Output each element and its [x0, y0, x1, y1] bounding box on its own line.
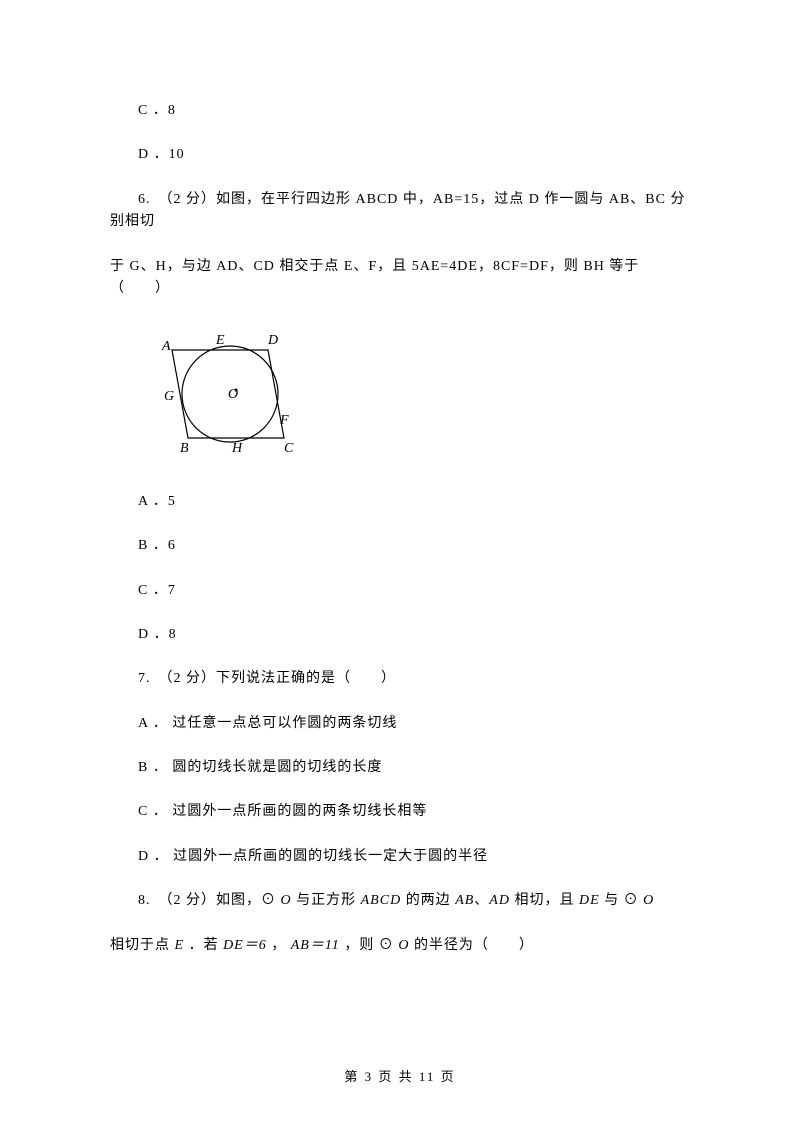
q8-stem-line2: 相切于点 E ．若 DE＝6 ， AB＝11 ，则 ⊙ O 的半径为（ ）	[110, 935, 690, 957]
q8-t10: 的半径为（ ）	[409, 938, 534, 953]
q8-O1: O	[281, 893, 292, 908]
option-d-prev: D ．10	[110, 144, 690, 166]
q7-option-b: B ． 圆的切线长就是圆的切线的长度	[110, 757, 690, 779]
label-E: E	[215, 333, 225, 348]
label-C: C	[284, 441, 294, 456]
q8-t6: 相切于点	[110, 938, 175, 953]
q8-t1: 8. （2 分）如图，⊙	[138, 893, 281, 908]
q8-AB: AB	[455, 893, 474, 908]
q6-stem-line1: 6. （2 分）如图，在平行四边形 ABCD 中，AB=15，过点 D 作一圆与…	[110, 189, 690, 234]
option-c-prev: C ．8	[110, 100, 690, 122]
q8-t9: ，则 ⊙	[340, 938, 399, 953]
label-O: O	[228, 387, 238, 402]
q7-option-c: C ． 过圆外一点所画的圆的两条切线长相等	[110, 801, 690, 823]
q7-stem: 7. （2 分）下列说法正确的是（ ）	[110, 668, 690, 690]
q8-t3: 的两边	[401, 893, 455, 908]
q8-DEeq: DE＝6	[223, 938, 267, 953]
q8-ABeq: AB＝11	[291, 938, 340, 953]
label-A: A	[161, 339, 171, 354]
q8-t4: 相切，且	[510, 893, 579, 908]
label-G: G	[164, 389, 174, 404]
q6-stem-line2: 于 G、H，与边 AD、CD 相交于点 E、F，且 5AE=4DE，8CF=DF…	[110, 256, 690, 301]
q8-sep: 、	[474, 893, 489, 908]
label-B: B	[180, 441, 189, 456]
q6-option-a: A ．5	[110, 491, 690, 513]
q7-option-a: A ． 过任意一点总可以作圆的两条切线	[110, 713, 690, 735]
q7-option-d: D ． 过圆外一点所画的圆的切线长一定大于圆的半径	[110, 846, 690, 868]
q6-figure: A E D G O F B H C	[150, 314, 690, 472]
q8-E: E	[175, 938, 185, 953]
q8-O2: O	[643, 893, 654, 908]
q6-option-d: D ．8	[110, 624, 690, 646]
q8-t8: ，	[267, 938, 291, 953]
page-footer: 第 3 页 共 11 页	[0, 1067, 800, 1088]
q8-DE: DE	[579, 893, 600, 908]
q8-stem-line1: 8. （2 分）如图，⊙ O 与正方形 ABCD 的两边 AB、AD 相切，且 …	[110, 890, 690, 912]
q6-option-c: C ．7	[110, 580, 690, 602]
q6-option-b: B ．6	[110, 535, 690, 557]
q8-AD: AD	[489, 893, 510, 908]
label-D: D	[267, 333, 278, 348]
page-content: C ．8 D ．10 6. （2 分）如图，在平行四边形 ABCD 中，AB=1…	[0, 0, 800, 1039]
q8-t5: 与 ⊙	[600, 893, 644, 908]
label-F: F	[279, 413, 289, 428]
q8-t7: ．若	[184, 938, 223, 953]
q6-diagram-svg: A E D G O F B H C	[150, 314, 310, 464]
q8-ABCD: ABCD	[361, 893, 402, 908]
q8-t2: 与正方形	[292, 893, 361, 908]
label-H: H	[231, 441, 243, 456]
q8-O3: O	[398, 938, 409, 953]
